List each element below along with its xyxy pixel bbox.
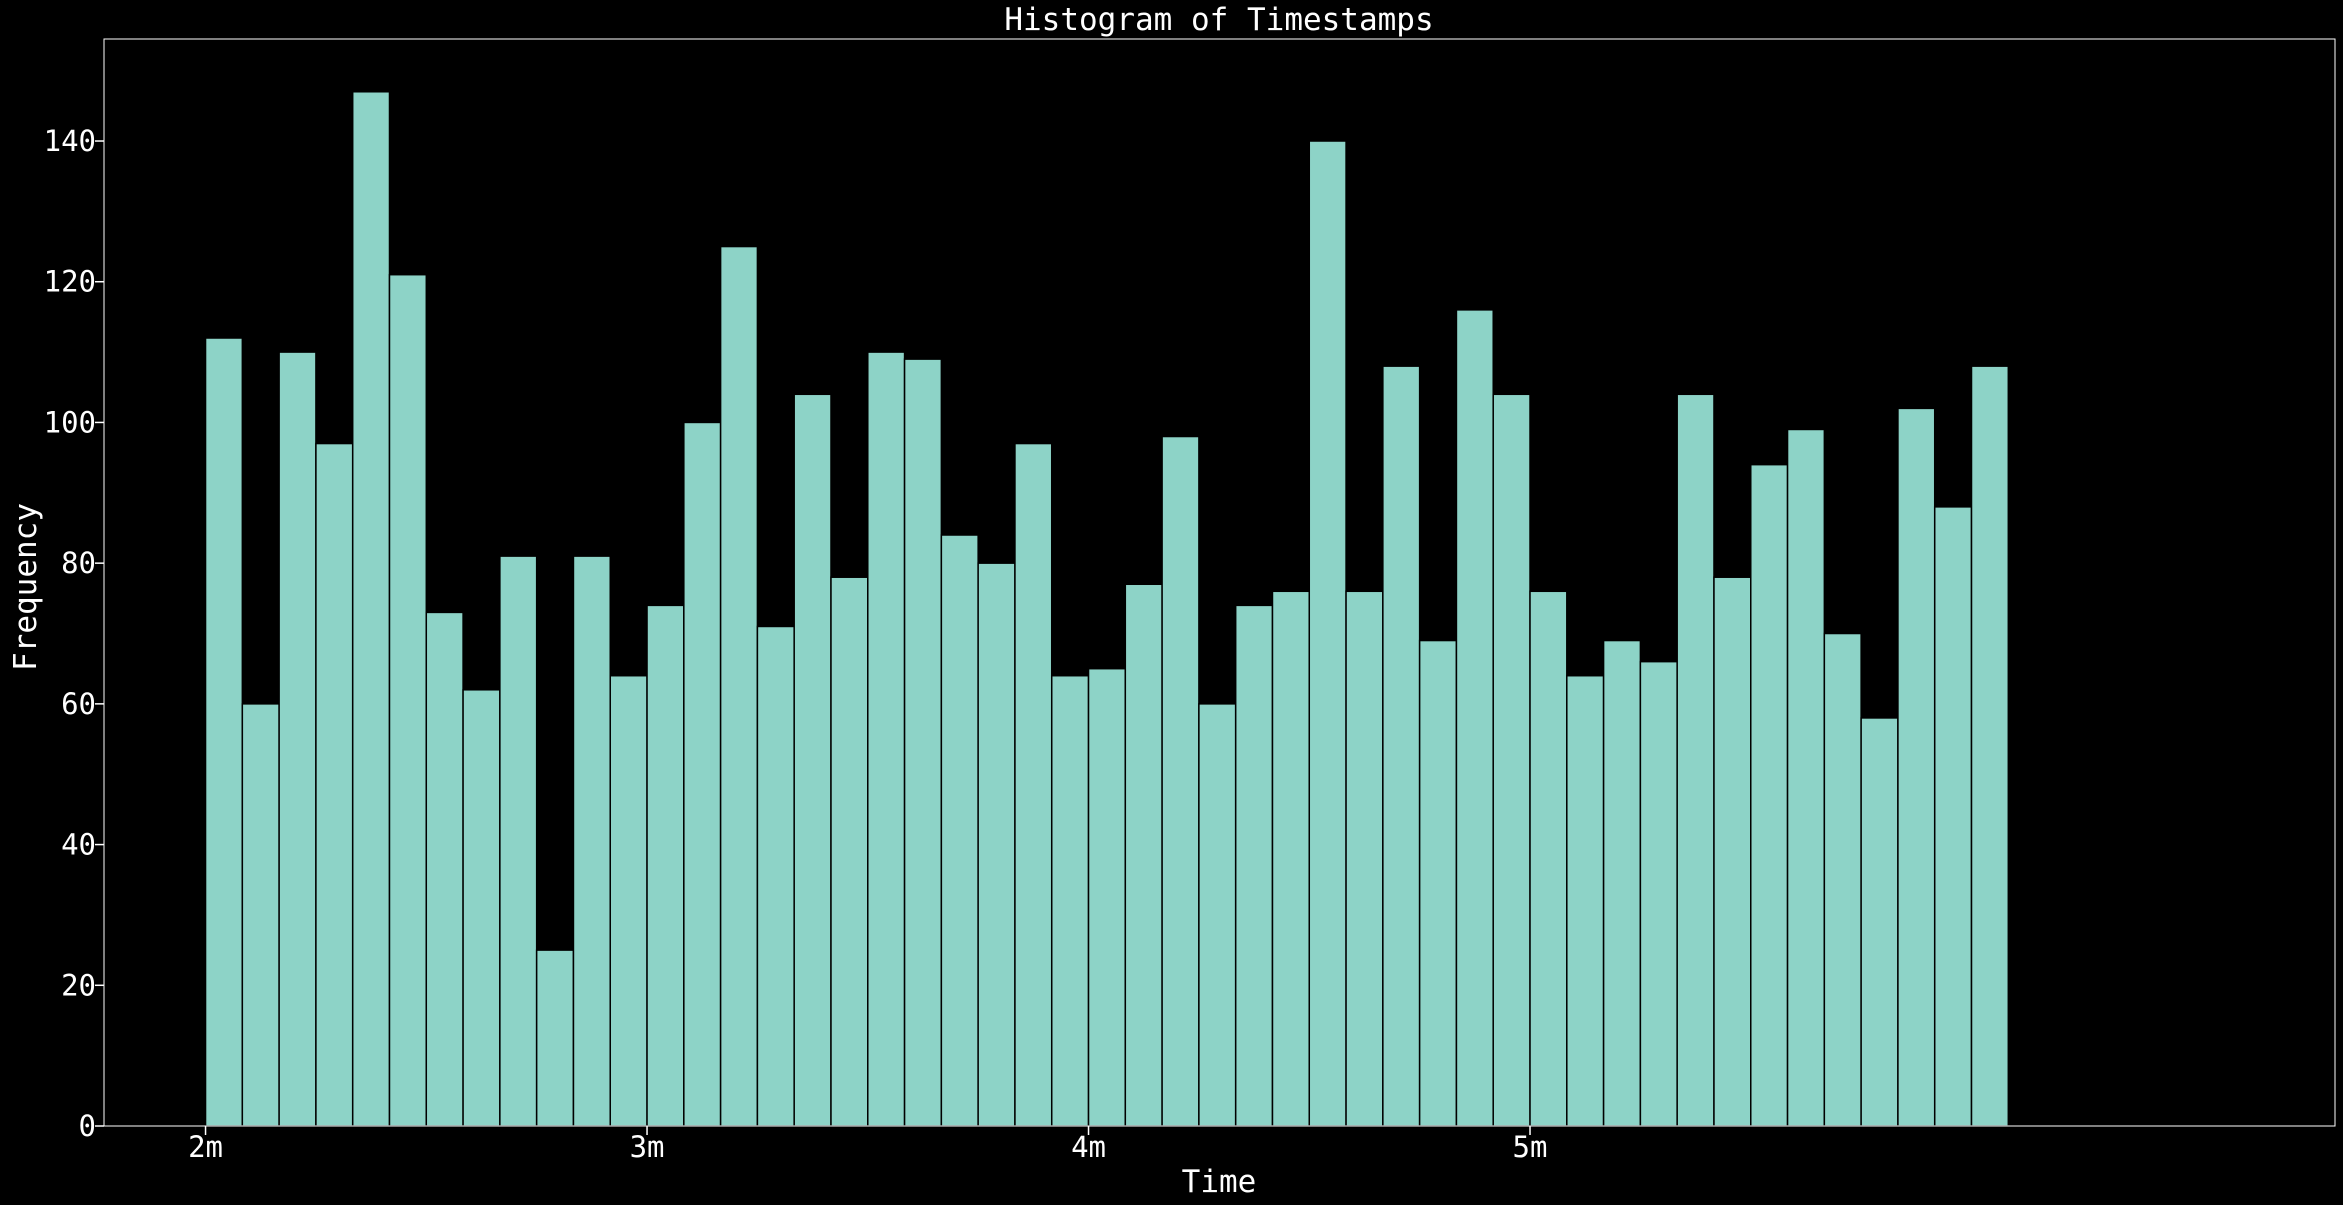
y-tick-label: 100 <box>44 405 96 439</box>
x-tick-label: 2m <box>188 1130 223 1164</box>
bars-group <box>204 91 2010 1127</box>
histogram-bar <box>1382 365 1421 1127</box>
histogram-bar <box>867 351 906 1127</box>
x-tick-label: 5m <box>1513 1130 1548 1164</box>
histogram-bar <box>241 703 280 1127</box>
histogram-bar <box>1198 703 1237 1127</box>
histogram-bar <box>793 393 832 1127</box>
y-axis-ticks: 0 20 40 60 80 100 120 140 <box>44 124 104 1143</box>
histogram-bar <box>204 337 244 1127</box>
y-tick-label: 60 <box>61 687 96 721</box>
chart-title: Histogram of Timestamps <box>1004 2 1433 38</box>
y-tick-label: 20 <box>61 968 96 1002</box>
x-axis-ticks: 2m 3m 4m 5m <box>188 1126 1547 1164</box>
histogram-bar <box>903 358 943 1127</box>
histogram-bar <box>425 611 464 1127</box>
histogram-bar <box>1418 639 1458 1127</box>
x-tick-label: 3m <box>630 1130 665 1164</box>
histogram-bar <box>1014 442 1053 1127</box>
histogram-bar <box>1933 506 1973 1127</box>
histogram-bar <box>1161 435 1200 1127</box>
histogram-bar <box>683 421 722 1127</box>
histogram-bar <box>1639 660 1678 1127</box>
histogram-bar <box>315 442 354 1127</box>
histogram-bar <box>1602 639 1642 1127</box>
histogram-bar <box>1345 590 1384 1127</box>
histogram-bar <box>609 674 648 1127</box>
histogram-bar <box>1492 393 1531 1127</box>
histogram-bar <box>756 625 795 1127</box>
histogram-bar <box>1271 590 1311 1127</box>
x-tick-label: 4m <box>1071 1130 1106 1164</box>
histogram-bar <box>351 91 391 1127</box>
histogram-bar <box>1897 407 1936 1127</box>
histogram-bar <box>1050 674 1090 1127</box>
histogram-bar <box>1860 717 1899 1127</box>
y-tick-label: 0 <box>79 1109 96 1143</box>
histogram-bar <box>1676 393 1715 1127</box>
histogram-bar <box>388 273 428 1127</box>
plot-frame <box>103 38 2336 1127</box>
histogram-bar <box>535 949 575 1127</box>
histogram-bar <box>1308 140 1347 1127</box>
histogram-bar <box>940 534 979 1127</box>
histogram-bar <box>499 555 538 1127</box>
histogram-bar <box>1970 365 2010 1127</box>
histogram-bar <box>1823 632 1862 1127</box>
y-tick-label: 140 <box>44 124 96 158</box>
histogram-bar <box>719 245 759 1127</box>
y-axis-label: Frequency <box>8 503 44 671</box>
histogram-bar <box>646 604 685 1127</box>
x-axis-label: Time <box>1182 1164 1257 1200</box>
histogram-bar <box>1566 674 1605 1127</box>
histogram-bar <box>1713 576 1752 1127</box>
histogram-bar <box>1750 463 1789 1127</box>
histogram-bar <box>1529 590 1568 1127</box>
histogram-bar <box>1124 583 1163 1127</box>
histogram-bar <box>1786 428 1826 1127</box>
y-tick-label: 40 <box>61 828 96 862</box>
histogram-bar <box>977 562 1016 1127</box>
y-tick-label: 120 <box>44 265 96 299</box>
histogram-bar <box>830 576 869 1127</box>
y-tick-label: 80 <box>61 546 96 580</box>
histogram-bar <box>462 689 501 1127</box>
histogram-bar <box>572 555 611 1127</box>
histogram-bar <box>1087 667 1127 1127</box>
histogram-bar <box>1234 604 1274 1127</box>
histogram-bar <box>1455 309 1494 1127</box>
histogram-bar <box>278 351 317 1127</box>
